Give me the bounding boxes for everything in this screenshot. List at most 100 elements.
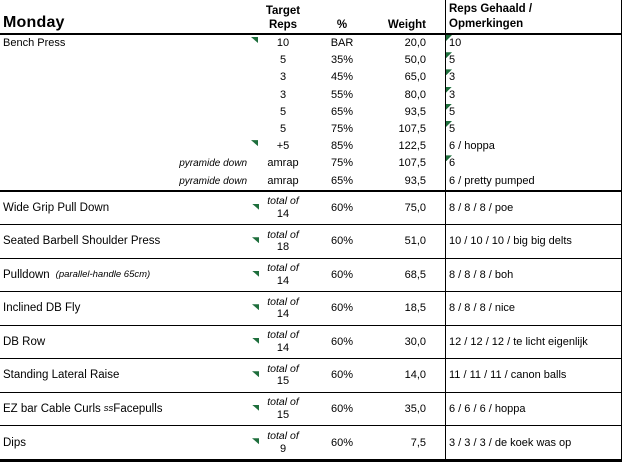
- exercise-block: Inclined DB Fly total of 14 60% 18,5 8 /…: [0, 292, 622, 326]
- target-reps-cell[interactable]: total of 14: [250, 192, 316, 225]
- result-cell[interactable]: 5: [445, 120, 622, 139]
- exercise-name-cell[interactable]: [0, 138, 250, 155]
- weight-cell[interactable]: 35,0: [368, 393, 445, 426]
- target-reps-cell[interactable]: amrap: [250, 173, 316, 190]
- exercise-name-cell[interactable]: Standing Lateral Raise: [0, 359, 250, 392]
- table-row: +5 85% 122,5 6 / hoppa: [0, 138, 622, 156]
- target-reps-cell[interactable]: total of 18: [250, 225, 316, 258]
- percent-cell[interactable]: 60%: [316, 393, 368, 426]
- column-header-percent[interactable]: %: [316, 0, 368, 33]
- weight-cell[interactable]: 122,5: [368, 138, 445, 155]
- total-reps-value: 15: [276, 408, 290, 421]
- weight-cell[interactable]: 20,0: [368, 35, 445, 52]
- result-value: 8 / 8 / 8 / boh: [449, 268, 514, 281]
- weight-cell[interactable]: 7,5: [368, 426, 445, 459]
- result-cell[interactable]: 8 / 8 / 8 / poe: [445, 191, 622, 225]
- percent-cell[interactable]: 60%: [316, 292, 368, 325]
- percent-cell[interactable]: 55%: [316, 87, 368, 104]
- target-reps-cell[interactable]: 5: [250, 104, 316, 121]
- weight-cell[interactable]: 93,5: [368, 173, 445, 190]
- target-reps-cell[interactable]: total of 14: [250, 326, 316, 359]
- percent-value: 60%: [330, 201, 354, 214]
- percent-cell[interactable]: 45%: [316, 69, 368, 86]
- weight-cell[interactable]: 107,5: [368, 155, 445, 172]
- exercise-name-cell[interactable]: DB Row: [0, 326, 250, 359]
- exercise-name-cell[interactable]: pyramide down: [0, 155, 250, 172]
- target-reps-cell[interactable]: +5: [250, 138, 316, 155]
- result-cell[interactable]: 11 / 11 / 11 / canon balls: [445, 359, 622, 392]
- target-reps-cell[interactable]: 5: [250, 121, 316, 138]
- result-cell[interactable]: 12 / 12 / 12 / te licht eigenlijk: [445, 325, 622, 359]
- result-cell[interactable]: 6 / 6 / 6 / hoppa: [445, 392, 622, 426]
- percent-cell[interactable]: 60%: [316, 359, 368, 392]
- percent-cell[interactable]: 60%: [316, 326, 368, 359]
- target-reps-cell[interactable]: total of 14: [250, 259, 316, 292]
- result-cell[interactable]: 3: [445, 86, 622, 104]
- weight-cell[interactable]: 14,0: [368, 359, 445, 392]
- result-cell[interactable]: 5: [445, 103, 622, 121]
- weight-cell[interactable]: 50,0: [368, 52, 445, 69]
- percent-cell[interactable]: 35%: [316, 52, 368, 69]
- percent-cell[interactable]: BAR: [316, 35, 368, 52]
- weight-cell[interactable]: 51,0: [368, 225, 445, 258]
- percent-cell[interactable]: 60%: [316, 225, 368, 258]
- exercise-name-cell[interactable]: Inclined DB Fly: [0, 292, 250, 325]
- result-cell[interactable]: 6 / hoppa: [445, 138, 622, 156]
- target-reps-cell[interactable]: 3: [250, 87, 316, 104]
- result-cell[interactable]: 6: [445, 155, 622, 173]
- column-header-weight[interactable]: Weight: [368, 0, 445, 33]
- exercise-name-cell[interactable]: [0, 104, 250, 121]
- percent-cell[interactable]: 85%: [316, 138, 368, 155]
- exercise-name-cell[interactable]: Bench Press: [0, 35, 250, 52]
- exercise-name-cell[interactable]: Pulldown (parallel-handle 65cm): [0, 259, 250, 292]
- weight-cell[interactable]: 93,5: [368, 104, 445, 121]
- exercise-name-cell[interactable]: Wide Grip Pull Down: [0, 192, 250, 225]
- target-reps-cell[interactable]: total of 9: [250, 426, 316, 459]
- exercise-name-cell[interactable]: EZ bar Cable Curls ss Facepulls: [0, 393, 250, 426]
- exercise-name-cell[interactable]: Dips: [0, 426, 250, 459]
- weight-cell[interactable]: 107,5: [368, 121, 445, 138]
- result-cell[interactable]: 10 / 10 / 10 / big big delts: [445, 225, 622, 258]
- result-cell[interactable]: 8 / 8 / 8 / boh: [445, 258, 622, 292]
- exercise-name-cell[interactable]: pyramide down: [0, 173, 250, 190]
- exercise-name-cell[interactable]: [0, 52, 250, 69]
- weight-cell[interactable]: 18,5: [368, 292, 445, 325]
- table-row: 5 65% 93,5 5: [0, 103, 622, 121]
- column-header-target-reps[interactable]: Target Reps: [250, 0, 316, 33]
- weight-cell[interactable]: 65,0: [368, 69, 445, 86]
- percent-cell[interactable]: 60%: [316, 426, 368, 459]
- exercise-name: EZ bar Cable Curls: [3, 402, 101, 415]
- exercise-name-cell[interactable]: [0, 121, 250, 138]
- target-reps-cell[interactable]: amrap: [250, 155, 316, 172]
- result-cell[interactable]: 5: [445, 52, 622, 70]
- exercise-name-cell[interactable]: Seated Barbell Shoulder Press: [0, 225, 250, 258]
- weight-cell[interactable]: 30,0: [368, 326, 445, 359]
- exercise-name-cell[interactable]: [0, 69, 250, 86]
- total-of-label: total of: [267, 195, 299, 208]
- percent-cell[interactable]: 65%: [316, 104, 368, 121]
- percent-cell[interactable]: 60%: [316, 259, 368, 292]
- percent-cell[interactable]: 65%: [316, 173, 368, 190]
- percent-cell[interactable]: 75%: [316, 155, 368, 172]
- day-header-cell[interactable]: Monday: [0, 0, 250, 33]
- weight-cell[interactable]: 80,0: [368, 87, 445, 104]
- column-header-results[interactable]: Reps Gehaald / Opmerkingen: [445, 0, 622, 33]
- weight-cell[interactable]: 68,5: [368, 259, 445, 292]
- target-reps-cell[interactable]: 3: [250, 69, 316, 86]
- error-indicator-icon: [446, 86, 452, 93]
- exercise-name-cell[interactable]: [0, 87, 250, 104]
- result-cell[interactable]: 3 / 3 / 3 / de koek was op: [445, 426, 622, 460]
- target-reps-cell[interactable]: total of 14: [250, 292, 316, 325]
- result-cell[interactable]: 3: [445, 69, 622, 87]
- target-reps-cell[interactable]: 10: [250, 35, 316, 52]
- target-reps-cell[interactable]: 5: [250, 52, 316, 69]
- result-cell[interactable]: 8 / 8 / 8 / nice: [445, 292, 622, 325]
- result-cell[interactable]: 10: [445, 35, 622, 53]
- target-reps-cell[interactable]: total of 15: [250, 393, 316, 426]
- result-cell[interactable]: 6 / pretty pumped: [445, 172, 622, 190]
- weight-cell[interactable]: 75,0: [368, 192, 445, 225]
- percent-cell[interactable]: 75%: [316, 121, 368, 138]
- table-row: pyramide down amrap 75% 107,5 6: [0, 155, 622, 173]
- percent-cell[interactable]: 60%: [316, 192, 368, 225]
- target-reps-cell[interactable]: total of 15: [250, 359, 316, 392]
